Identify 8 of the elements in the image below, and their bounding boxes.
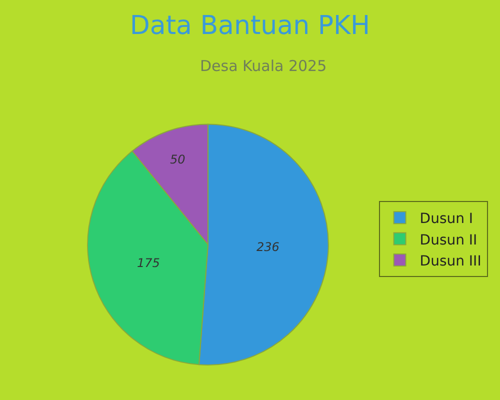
data-label: 175 [136,256,160,270]
chart-title: Data Bantuan PKH [130,11,370,42]
legend-label: Dusun II [420,232,478,248]
data-label: 50 [170,152,186,167]
chart-subtitle: Desa Kuala 2025 [200,57,327,75]
data-label: 236 [256,240,280,254]
legend-label: Dusun I [420,211,474,228]
legend-label: Dusun III [420,253,482,270]
